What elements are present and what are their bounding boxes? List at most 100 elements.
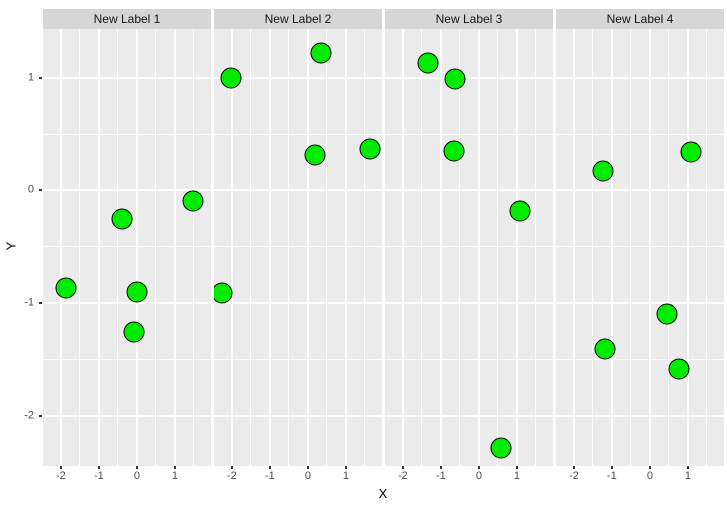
facet-strip: New Label 1 <box>43 9 211 29</box>
x-tick-mark <box>306 466 309 469</box>
x-axis-title: X <box>378 486 388 501</box>
x-tick-mark <box>515 466 518 469</box>
gridline-minor-vertical <box>326 29 328 466</box>
facet-panel <box>385 29 553 466</box>
gridline-minor-horizontal <box>43 359 211 361</box>
facet-strip: New Label 2 <box>214 9 382 29</box>
x-tick-label: -1 <box>93 470 104 482</box>
x-tick-mark <box>686 466 689 469</box>
gridline-major-vertical <box>401 29 404 466</box>
gridline-minor-horizontal <box>385 359 553 361</box>
data-point <box>680 141 702 163</box>
gridline-minor-vertical <box>421 29 423 466</box>
gridline-minor-horizontal <box>43 246 211 248</box>
y-tick-mark <box>39 76 42 79</box>
facet-strip: New Label 4 <box>556 9 724 29</box>
gridline-minor-vertical <box>193 29 195 466</box>
data-point <box>182 190 204 212</box>
gridline-major-vertical <box>97 29 100 466</box>
x-tick-mark <box>439 466 442 469</box>
gridline-major-horizontal <box>43 189 211 192</box>
gridline-minor-vertical <box>79 29 81 466</box>
gridline-major-vertical <box>515 29 518 466</box>
data-point <box>594 338 616 360</box>
y-tick-label: -1 <box>24 296 34 309</box>
x-tick-label: -2 <box>568 470 579 482</box>
gridline-minor-horizontal <box>556 246 724 248</box>
x-tick-mark <box>572 466 575 469</box>
gridline-major-vertical <box>686 29 689 466</box>
gridline-minor-vertical <box>668 29 670 466</box>
gridline-major-vertical <box>344 29 347 466</box>
gridline-major-vertical <box>648 29 651 466</box>
gridline-major-horizontal <box>556 189 724 192</box>
y-tick-mark <box>39 302 42 305</box>
gridline-minor-vertical <box>155 29 157 466</box>
gridline-major-horizontal <box>214 415 382 418</box>
gridline-major-vertical <box>572 29 575 466</box>
x-tick-mark <box>477 466 480 469</box>
y-tick-label: -2 <box>24 409 34 422</box>
gridline-minor-vertical <box>288 29 290 466</box>
gridline-major-horizontal <box>385 302 553 305</box>
data-point <box>359 138 381 160</box>
gridline-minor-vertical <box>250 29 252 466</box>
data-point <box>490 437 512 459</box>
gridline-minor-vertical <box>535 29 537 466</box>
gridline-minor-vertical <box>592 29 594 466</box>
gridline-major-vertical <box>439 29 442 466</box>
gridline-major-horizontal <box>385 189 553 192</box>
x-tick-mark <box>230 466 233 469</box>
x-tick-mark <box>59 466 62 469</box>
facet-panel <box>556 29 724 466</box>
gridline-minor-horizontal <box>556 359 724 361</box>
gridline-minor-vertical <box>630 29 632 466</box>
gridline-major-vertical <box>135 29 138 466</box>
data-point <box>123 321 145 343</box>
data-point <box>656 303 678 325</box>
x-tick-mark <box>610 466 613 469</box>
x-tick-label: 1 <box>684 470 691 482</box>
gridline-major-vertical <box>230 29 233 466</box>
data-point <box>126 281 148 303</box>
data-point <box>214 282 233 304</box>
gridline-major-horizontal <box>214 76 382 79</box>
x-tick-mark <box>648 466 651 469</box>
data-point <box>111 208 133 230</box>
data-point <box>310 42 332 64</box>
gridline-minor-vertical <box>497 29 499 466</box>
x-tick-label: 0 <box>646 470 653 482</box>
x-tick-label: 1 <box>513 470 520 482</box>
x-tick-label: -1 <box>606 470 617 482</box>
gridline-minor-horizontal <box>43 133 211 135</box>
gridline-major-vertical <box>477 29 480 466</box>
x-tick-mark <box>173 466 176 469</box>
gridline-major-vertical <box>306 29 309 466</box>
facet-panel <box>43 29 211 466</box>
x-tick-label: 0 <box>133 470 140 482</box>
facet-panel <box>214 29 382 466</box>
gridline-major-vertical <box>59 29 62 466</box>
gridline-major-horizontal <box>385 76 553 79</box>
x-tick-label: 0 <box>304 470 311 482</box>
data-point <box>509 200 531 222</box>
y-tick-label: 0 <box>27 183 34 196</box>
y-tick-mark <box>39 189 42 192</box>
data-point <box>220 67 242 89</box>
gridline-minor-horizontal <box>385 133 553 135</box>
gridline-minor-vertical <box>364 29 366 466</box>
data-point <box>668 358 690 380</box>
gridline-minor-vertical <box>117 29 119 466</box>
y-tick-mark <box>39 415 42 418</box>
gridline-minor-horizontal <box>214 246 382 248</box>
gridline-major-horizontal <box>214 302 382 305</box>
gridline-minor-vertical <box>459 29 461 466</box>
gridline-major-vertical <box>610 29 613 466</box>
gridline-major-horizontal <box>556 302 724 305</box>
data-point <box>443 140 465 162</box>
x-tick-label: -1 <box>264 470 275 482</box>
gridline-major-horizontal <box>385 415 553 418</box>
data-point <box>444 68 466 90</box>
gridline-major-horizontal <box>556 415 724 418</box>
